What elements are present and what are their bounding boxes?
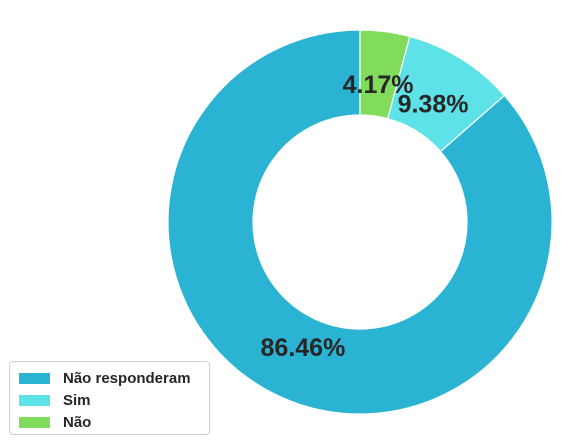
legend-label: Não responderam bbox=[63, 369, 191, 387]
legend-swatch bbox=[19, 394, 50, 406]
slice-labels: 86.46% 9.38%4.17% bbox=[261, 71, 469, 362]
legend-swatch bbox=[19, 416, 50, 428]
slice-nao bbox=[359, 29, 411, 120]
legend-label: Sim bbox=[63, 391, 91, 409]
legend-swatch bbox=[19, 372, 50, 384]
donut-slices bbox=[167, 29, 553, 415]
slice-nao-responderam bbox=[167, 29, 553, 415]
slice-label-nao-responderam: 86.46% bbox=[261, 334, 346, 362]
legend-label: Não bbox=[63, 413, 92, 431]
legend: Não responderam Sim Não bbox=[9, 361, 210, 435]
slice-label-nao: 4.17% bbox=[343, 71, 414, 99]
legend-item-nao-responderam: Não responderam bbox=[10, 367, 209, 389]
legend-item-sim: Sim bbox=[10, 389, 209, 411]
legend-item-nao: Não bbox=[10, 411, 209, 433]
slice-label-sim: 9.38% bbox=[398, 91, 469, 119]
